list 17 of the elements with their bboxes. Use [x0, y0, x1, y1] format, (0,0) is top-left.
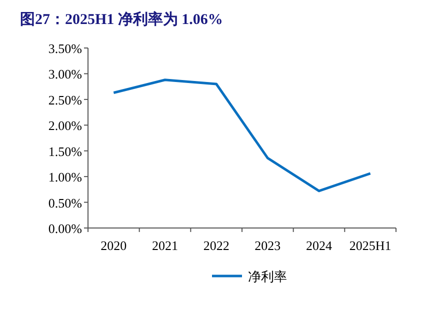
x-tick-label: 2022 [203, 238, 230, 253]
y-tick-label: 2.50% [48, 92, 82, 108]
y-tick-label: 1.00% [48, 170, 82, 185]
x-tick-label: 2023 [254, 238, 281, 253]
y-tick-label: 3.50% [48, 41, 82, 56]
y-tick-label: 0.50% [48, 195, 82, 210]
y-tick-label: 2.00% [48, 118, 82, 134]
y-tick-label: 3.00% [48, 66, 82, 82]
x-tick-label: 2024 [306, 238, 332, 253]
legend: 净利率 [212, 269, 287, 284]
title: 图27：2025H1 净利率为 1.06% [20, 12, 223, 28]
y-tick-label: 0.00% [48, 221, 82, 236]
legend-label: 净利率 [248, 269, 287, 284]
x-tick-label: 2025H1 [349, 238, 392, 253]
x-tick-label: 2020 [100, 238, 127, 253]
x-tick-label: 2021 [152, 238, 178, 253]
y-tick-label: 1.50% [48, 144, 82, 159]
